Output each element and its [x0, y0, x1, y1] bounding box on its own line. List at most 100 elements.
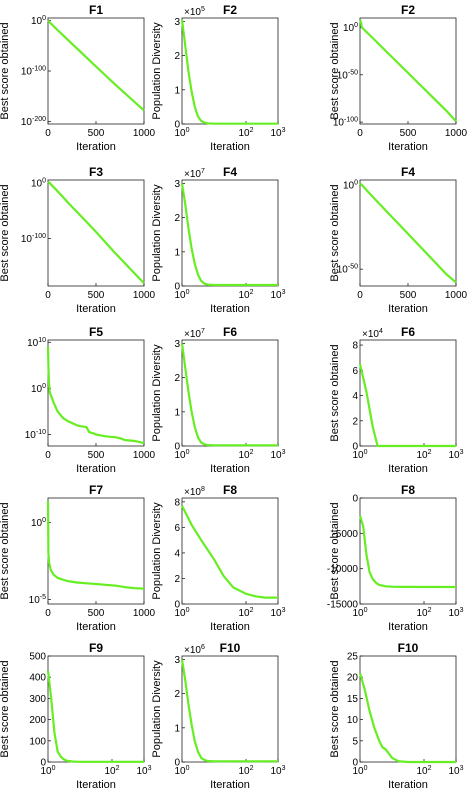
plot-area	[181, 179, 279, 287]
x-tick-label-1-base: 0	[45, 290, 51, 301]
y-tick-label-5-base: 400	[29, 673, 46, 684]
series-line-1	[46, 346, 145, 445]
x-tick-label-2-exp: 2	[250, 289, 254, 296]
y-tick-label-6: 25	[347, 652, 359, 663]
x-tick-label-2-exp: 2	[428, 607, 432, 614]
x-tick-label-2-exp: 2	[250, 127, 254, 134]
y-exponent-base: ×10	[184, 645, 201, 656]
y-tick-label-3-base: -10000	[327, 564, 359, 575]
x-tick-label-1-exp: 0	[186, 289, 190, 296]
y-tick-label-3-base: 10	[21, 117, 33, 128]
x-tick-label-1: 100	[352, 449, 367, 461]
x-tick-label-2-base: 500	[88, 608, 105, 619]
y-tick-label-3: 10-10	[25, 429, 46, 441]
x-tick-label-1-exp: 0	[364, 449, 368, 456]
y-tick-label-4: 3	[174, 655, 180, 666]
y-tick-label-1: 100	[31, 517, 46, 529]
y-exponent-power: 4	[379, 328, 383, 335]
x-tick-label-1-exp: 0	[186, 607, 190, 614]
x-tick-label-1-exp: 0	[52, 765, 56, 772]
chart-title: F7	[89, 483, 103, 497]
x-tick-label-2-base: 500	[88, 290, 105, 301]
series-line-1	[180, 183, 278, 287]
y-tick-label-2-exp: -50	[348, 264, 358, 271]
x-tick-label-3-base: 1000	[445, 290, 468, 301]
chart-title: F8	[401, 483, 415, 497]
y-tick-label-3-base: 4	[174, 548, 180, 559]
x-tick-label-1-base: 10	[174, 290, 186, 301]
x-tick-label-2-base: 500	[88, 128, 105, 139]
x-tick-label-1-exp: 0	[364, 765, 368, 772]
y-tick-label-5: 400	[29, 673, 46, 684]
x-tick-label-3-exp: 3	[282, 289, 286, 296]
y-tick-label-1: 0	[174, 442, 180, 453]
y-tick-label-1-exp: 0	[42, 517, 46, 524]
x-tick-label-2-exp: 2	[428, 765, 432, 772]
x-tick-label-1-base: 10	[174, 450, 186, 461]
x-tick-label-1-base: 10	[174, 128, 186, 139]
y-tick-label-1-base: 0	[174, 120, 180, 131]
x-tick-label-2-base: 10	[238, 128, 250, 139]
y-axis-label: Best score obtained	[329, 660, 341, 757]
y-tick-label-1-exp: 10	[38, 337, 46, 344]
chart-12: 100 102 1030-5000-10000-15000F8IterationBe…	[327, 483, 464, 633]
y-tick-label-1: 100	[31, 177, 46, 189]
y-exponent-label: ×105	[184, 6, 205, 18]
x-tick-label-1-exp: 0	[186, 127, 190, 134]
x-axis-label: Iteration	[388, 621, 428, 633]
x-tick-label-3: 103	[448, 607, 463, 619]
x-tick-label-2-base: 10	[238, 766, 250, 777]
x-tick-label-3-base: 1000	[133, 128, 156, 139]
series-line-1	[180, 343, 278, 447]
chart-13: 100 102 1030100200300400500F9IterationBest…	[0, 641, 152, 791]
x-tick-label-3: 1000	[445, 128, 468, 139]
chart-title: F4	[223, 165, 237, 179]
y-tick-label-2: -5000	[332, 529, 358, 540]
y-tick-label-3-exp: -200	[32, 116, 46, 123]
x-tick-label-3: 103	[270, 607, 285, 619]
x-tick-label-1: 0	[45, 450, 51, 461]
y-exponent-power: 7	[201, 168, 205, 175]
y-exponent-label: ×107	[184, 168, 205, 180]
x-tick-label-2: 102	[416, 765, 431, 777]
x-tick-label-2: 102	[416, 449, 431, 461]
y-axis-label: Best score obtained	[329, 22, 341, 119]
x-tick-label-3: 103	[270, 449, 285, 461]
y-tick-label-1: 100	[343, 22, 358, 34]
x-tick-label-2: 500	[400, 290, 417, 301]
y-tick-label-5-base: 8	[174, 497, 180, 508]
y-tick-label-3-base: 10	[25, 430, 37, 441]
series-line-1	[46, 670, 144, 763]
series-line-1	[181, 505, 278, 599]
y-tick-label-3-base: 2	[174, 51, 180, 62]
y-tick-label-4: 6	[174, 523, 180, 534]
x-tick-label-1: 100	[174, 449, 189, 461]
y-tick-label-5-base: 8	[352, 341, 358, 352]
x-tick-label-1: 100	[174, 765, 189, 777]
x-tick-label-3-exp: 3	[282, 765, 286, 772]
y-tick-label-3-base: 2	[174, 689, 180, 700]
x-tick-label-1: 0	[45, 290, 51, 301]
y-tick-label-1: 100	[343, 180, 358, 192]
x-tick-label-2-exp: 2	[116, 765, 120, 772]
y-tick-label-3-base: 200	[29, 715, 46, 726]
y-tick-label-2: 1	[174, 247, 180, 258]
y-tick-label-3-exp: -100	[344, 117, 358, 124]
y-exponent-base: ×10	[184, 329, 201, 340]
y-tick-label-1: 0	[40, 758, 46, 769]
x-tick-label-3-exp: 3	[282, 449, 286, 456]
x-tick-label-1: 100	[40, 765, 55, 777]
series-line-1	[180, 19, 278, 125]
y-axis-label: Best score obtained	[0, 660, 11, 757]
x-axis-label: Iteration	[76, 621, 116, 633]
y-tick-label-6-base: 500	[29, 652, 46, 663]
y-tick-label-1-base: 10	[31, 16, 43, 27]
x-tick-label-3-base: 10	[270, 450, 282, 461]
y-exponent-label: ×104	[362, 328, 383, 340]
y-axis-label: Best score obtained	[329, 184, 341, 281]
y-tick-label-3-base: 4	[352, 391, 358, 402]
x-tick-label-2: 500	[88, 290, 105, 301]
